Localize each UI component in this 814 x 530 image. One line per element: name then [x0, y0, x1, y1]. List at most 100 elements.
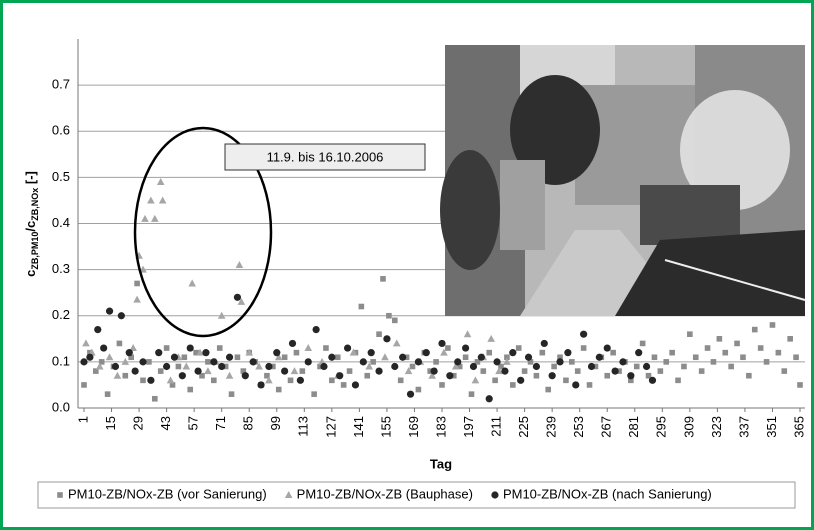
x-tick-label: 197 [461, 416, 476, 438]
square-point [604, 373, 610, 379]
square-point [469, 391, 475, 397]
circle-point [407, 391, 414, 398]
square-point [416, 387, 422, 393]
x-tick-label: 127 [323, 416, 338, 438]
circle-point [391, 363, 398, 370]
circle-point [383, 335, 390, 342]
square-point [522, 368, 528, 374]
circle-point [431, 368, 438, 375]
square-point [740, 354, 746, 360]
square-point [669, 350, 675, 356]
circle-point [541, 340, 548, 347]
square-point [563, 378, 569, 384]
circle-point [478, 354, 485, 361]
x-tick-label: 113 [296, 416, 311, 437]
square-point [681, 364, 687, 370]
circle-point [155, 349, 162, 356]
square-point [551, 364, 557, 370]
square-point [164, 345, 170, 351]
square-point [481, 368, 487, 374]
square-point [105, 391, 111, 397]
square-point [134, 281, 140, 287]
circle-point [218, 363, 225, 370]
circle-point [118, 312, 125, 319]
y-tick-label: 0.4 [52, 215, 70, 230]
circle-point [491, 491, 498, 498]
circle-point [375, 368, 382, 375]
square-point [610, 350, 616, 356]
square-point [722, 350, 728, 356]
circle-point [202, 349, 209, 356]
square-point [728, 364, 734, 370]
square-point [300, 368, 306, 374]
x-tick-label: 85 [241, 416, 256, 430]
circle-point [643, 363, 650, 370]
square-point [770, 322, 776, 328]
x-tick-label: 57 [186, 416, 201, 430]
square-point [359, 304, 365, 310]
square-point [781, 368, 787, 374]
x-axis-title: Tag [430, 456, 452, 471]
circle-point [556, 358, 563, 365]
circle-point [517, 377, 524, 384]
square-point [140, 378, 146, 384]
square-point [705, 345, 711, 351]
square-point [229, 391, 235, 397]
circle-point [438, 340, 445, 347]
square-point [211, 378, 217, 384]
x-tick-label: 43 [158, 416, 173, 430]
x-tick-label: 99 [268, 416, 283, 430]
circle-point [281, 368, 288, 375]
legend-label: PM10-ZB/NOx-ZB (vor Sanierung) [68, 486, 267, 501]
circle-point [604, 344, 611, 351]
circle-point [305, 358, 312, 365]
square-point [123, 373, 129, 379]
circle-point [344, 344, 351, 351]
circle-point [501, 368, 508, 375]
x-tick-label: 141 [351, 416, 366, 438]
circle-point [368, 349, 375, 356]
x-tick-label: 351 [764, 416, 779, 438]
x-tick-label: 337 [736, 416, 751, 438]
square-point [288, 378, 294, 384]
square-point [57, 492, 63, 498]
y-tick-label: 0.1 [52, 353, 70, 368]
x-tick-label: 169 [406, 416, 421, 438]
circle-point [360, 358, 367, 365]
circle-point [171, 354, 178, 361]
square-point [540, 350, 546, 356]
square-point [392, 318, 398, 324]
circle-point [423, 349, 430, 356]
circle-point [112, 363, 119, 370]
square-point [146, 359, 152, 365]
square-point [205, 359, 211, 365]
square-point [311, 391, 317, 397]
square-point [516, 345, 522, 351]
circle-point [257, 381, 264, 388]
square-point [329, 378, 335, 384]
x-tick-label: 1 [75, 416, 90, 423]
circle-point [313, 326, 320, 333]
circle-point [289, 340, 296, 347]
square-point [581, 345, 587, 351]
square-point [734, 341, 740, 347]
square-point [492, 378, 498, 384]
x-tick-label: 29 [131, 416, 146, 430]
square-point [294, 350, 300, 356]
circle-point [297, 377, 304, 384]
circle-point [226, 354, 233, 361]
square-point [276, 387, 282, 393]
legend-label: PM10-ZB/NOx-ZB (Bauphase) [297, 486, 473, 501]
square-point [699, 368, 705, 374]
square-point [687, 331, 693, 337]
circle-point [446, 372, 453, 379]
square-point [433, 359, 439, 365]
circle-point [619, 358, 626, 365]
circle-point [132, 368, 139, 375]
y-tick-label: 0.5 [52, 169, 70, 184]
x-tick-label: 267 [599, 416, 614, 438]
circle-point [320, 363, 327, 370]
circle-point [139, 358, 146, 365]
circle-point [572, 381, 579, 388]
circle-point [242, 372, 249, 379]
